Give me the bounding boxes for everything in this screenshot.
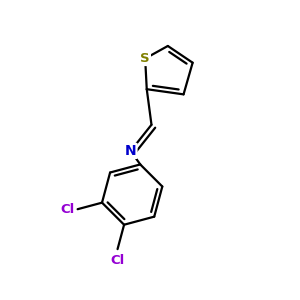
Text: N: N — [125, 144, 136, 158]
Text: Cl: Cl — [60, 203, 75, 216]
Text: S: S — [140, 52, 150, 65]
Text: Cl: Cl — [110, 254, 125, 267]
